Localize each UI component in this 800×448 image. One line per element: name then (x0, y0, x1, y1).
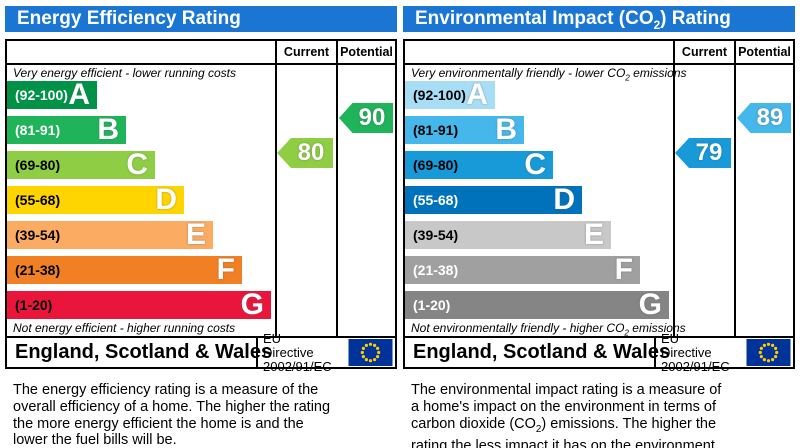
band-letter: B (495, 113, 517, 146)
top-efficiency-note: Very energy efficient - lower running co… (13, 66, 236, 80)
band-range-label: (55-68) (413, 192, 459, 208)
rating-band-g: (1-20) G (7, 288, 271, 321)
current-rating-value: 80 (297, 139, 325, 166)
rating-band-f: (21-38) F (405, 253, 640, 286)
paragraph-line: carbon dioxide (CO2) emissions. The high… (411, 415, 717, 435)
panel-title: Environmental Impact (CO2) Rating (415, 8, 731, 32)
band-letter: E (583, 218, 604, 251)
paragraph-line: the more energy efficient the home is an… (13, 415, 304, 432)
eu-flag-icon (746, 339, 791, 366)
region-label: England, Scotland & Wales (413, 341, 671, 363)
environmental-impact-panel: Environmental Impact (CO2) Rating Curren… (403, 6, 795, 448)
rating-bands: (92-100) A (81-91) B (69-80) C (55-68) D (39-54)… (7, 78, 271, 326)
region-label: England, Scotland & Wales (15, 341, 273, 363)
band-letter: A (466, 78, 488, 111)
band-range-label: (39-54) (413, 227, 459, 243)
band-range-label: (39-54) (15, 227, 61, 243)
rating-band-e: (39-54) E (7, 218, 213, 251)
potential-column-header: Potential (738, 45, 791, 59)
rating-band-c: (69-80) C (405, 148, 553, 181)
energy-rating-table: Current Potential Very energy efficient … (5, 39, 397, 373)
rating-band-a: (92-100) A (7, 78, 97, 111)
rating-band-d: (55-68) D (405, 183, 582, 216)
current-rating-value: 79 (695, 139, 723, 166)
current-column-header: Current (283, 45, 330, 59)
potential-rating-arrow: 90 (339, 103, 393, 133)
band-range-label: (81-91) (15, 122, 61, 138)
band-range-label: (21-38) (413, 262, 459, 278)
rating-band-g: (1-20) G (405, 288, 669, 321)
column-divider (734, 41, 736, 336)
current-column-header: Current (681, 45, 728, 59)
paragraph-line: The energy efficiency rating is a measur… (13, 382, 319, 398)
rating-band-c: (69-80) C (7, 148, 155, 181)
paragraph-line: The environmental impact rating is a mea… (411, 382, 722, 398)
band-range-label: (69-80) (413, 157, 459, 173)
band-letter: B (97, 113, 119, 146)
table-footer: England, Scotland & Wales EU Directive 2… (405, 331, 793, 373)
band-letter: F (614, 253, 633, 286)
band-letter: F (216, 253, 235, 286)
band-range-label: (92-100) (15, 87, 68, 103)
energy-description-text: The energy efficiency rating is a measur… (5, 382, 397, 448)
band-letter: A (68, 78, 90, 111)
footer-divider (654, 338, 656, 367)
paragraph-line: rating the less impact it has on the env… (411, 438, 719, 448)
footer-divider (256, 338, 258, 367)
band-letter: G (638, 288, 662, 321)
band-range-label: (81-91) (413, 122, 459, 138)
band-range-label: (21-38) (15, 262, 61, 278)
band-range-label: (69-80) (15, 157, 61, 173)
table-footer: England, Scotland & Wales EU Directive 2… (7, 331, 395, 373)
current-rating-arrow: 80 (277, 138, 333, 168)
energy-efficiency-header-bar: Energy Efficiency Rating (5, 6, 397, 32)
paragraph-line: lower the fuel bills will be. (13, 432, 177, 448)
band-range-label: (55-68) (15, 192, 61, 208)
eu-directive-label: EU Directive 2002/91/EC (263, 330, 332, 374)
eu-flag-icon (348, 339, 393, 366)
rating-band-d: (55-68) D (7, 183, 184, 216)
band-letter: G (240, 288, 264, 321)
band-letter: D (553, 183, 575, 216)
eu-directive-label: EU Directive 2002/91/EC (661, 330, 730, 374)
bottom-efficiency-note: Not energy efficient - higher running co… (13, 321, 236, 335)
rating-band-a: (92-100) A (405, 78, 495, 111)
panel-title: Energy Efficiency Rating (17, 8, 241, 29)
band-range-label: (1-20) (413, 297, 451, 313)
rating-band-f: (21-38) F (7, 253, 242, 286)
potential-rating-arrow: 89 (737, 103, 791, 133)
rating-bands: (92-100) A (81-91) B (69-80) C (55-68) D (39-54)… (405, 78, 669, 326)
column-divider (336, 41, 338, 336)
column-divider (673, 41, 675, 336)
band-letter: C (126, 148, 148, 181)
band-letter: D (155, 183, 177, 216)
energy-efficiency-panel: Energy Efficiency Rating Current Potenti… (5, 6, 397, 448)
potential-rating-value: 90 (358, 104, 386, 131)
environmental-rating-table: Current Potential Very environmentally f… (403, 39, 795, 373)
potential-rating-value: 89 (756, 104, 784, 131)
rating-band-e: (39-54) E (405, 218, 611, 251)
header-separator (7, 63, 395, 65)
band-letter: C (524, 148, 546, 181)
band-range-label: (1-20) (15, 297, 53, 313)
band-range-label: (92-100) (413, 87, 466, 103)
band-letter: E (185, 218, 206, 251)
current-rating-arrow: 79 (675, 138, 731, 168)
paragraph-line: a home's impact on the environment in te… (411, 398, 716, 415)
bottom-environmental-note: Not environmentally friendly - higher CO… (411, 321, 686, 338)
header-separator (405, 63, 793, 65)
paragraph-line: overall efficiency of a home. The higher… (13, 398, 331, 415)
rating-band-b: (81-91) B (7, 113, 126, 146)
top-environmental-note: Very environmentally friendly - lower CO… (411, 66, 687, 83)
column-divider (275, 41, 277, 336)
potential-column-header: Potential (340, 45, 393, 59)
environmental-impact-header-bar: Environmental Impact (CO2) Rating (403, 6, 795, 32)
rating-band-b: (81-91) B (405, 113, 524, 146)
environmental-description-text: The environmental impact rating is a mea… (403, 382, 795, 448)
